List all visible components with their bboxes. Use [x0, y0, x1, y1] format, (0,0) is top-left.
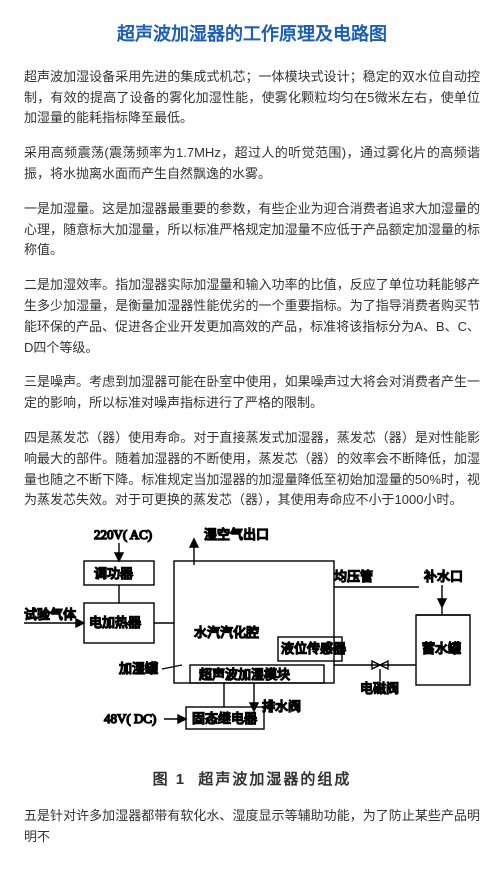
label-regulator: 调功器 [94, 566, 133, 581]
label-refill: 补水口 [424, 569, 463, 584]
label-ssr: 固态继电器 [192, 711, 257, 726]
body-paragraph: 三是噪声。考虑到加湿器可能在卧室中使用，如果噪声过大将会对消费者产生一定的影响，… [24, 372, 480, 414]
label-vapor-chamber: 水汽汽化腔 [194, 625, 259, 640]
label-tank: 蓄水罐 [422, 641, 461, 656]
label-ultrasonic: 超声波加湿模块 [199, 667, 290, 682]
body-paragraph: 四是蒸发芯（器）使用寿命。对于直接蒸发式加湿器，蒸发芯（器）是对性能影响最大的部… [24, 428, 480, 511]
body-paragraph: 一是加湿量。这是加湿器最重要的参数，有些企业为迎合消费者追求大加湿量的心理，随意… [24, 199, 480, 261]
caption-text: 超声波加湿器的组成 [198, 771, 351, 788]
label-test-gas: 试验气体 [24, 607, 76, 622]
label-drain: 排水阀 [262, 699, 301, 714]
body-paragraph: 采用高频震荡(震荡频率为1.7MHz，超过人的听觉范围)，通过雾化片的高频谐振，… [24, 143, 480, 185]
label-ac: 220V( AC) [94, 527, 152, 542]
label-equalizer: 均压管 [334, 569, 373, 584]
diagram-container: 220V( AC) 湿空气出口 调功器 试验气体 电加热器 水汽汽化腔 加湿罐 … [24, 525, 480, 762]
body-paragraph: 二是加湿效率。指加湿器实际加湿量和输入功率的比值，反应了单位功耗能够产生多少加湿… [24, 275, 480, 358]
page-title: 超声波加湿器的工作原理及电路图 [24, 20, 480, 49]
label-outlet: 湿空气出口 [204, 527, 269, 542]
diagram-caption: 图 1 超声波加湿器的组成 [24, 768, 480, 792]
body-paragraph: 五是针对许多加湿器都带有软化水、湿度显示等辅助功能，为了防止某些产品明明不 [24, 806, 480, 848]
label-solenoid: 电磁阀 [360, 681, 399, 696]
caption-prefix: 图 1 [153, 771, 187, 788]
intro-paragraph: 超声波加湿设备采用先进的集成式机芯；一体模块式设计；稳定的双水位自动控制，有效的… [24, 67, 480, 129]
label-level-sensor: 液位传感器 [281, 641, 346, 656]
humidifier-diagram: 220V( AC) 湿空气出口 调功器 试验气体 电加热器 水汽汽化腔 加湿罐 … [24, 525, 480, 755]
label-dc: 48V( DC) [104, 711, 156, 726]
label-humidify-tank: 加湿罐 [119, 661, 158, 676]
label-heater: 电加热器 [89, 615, 141, 630]
